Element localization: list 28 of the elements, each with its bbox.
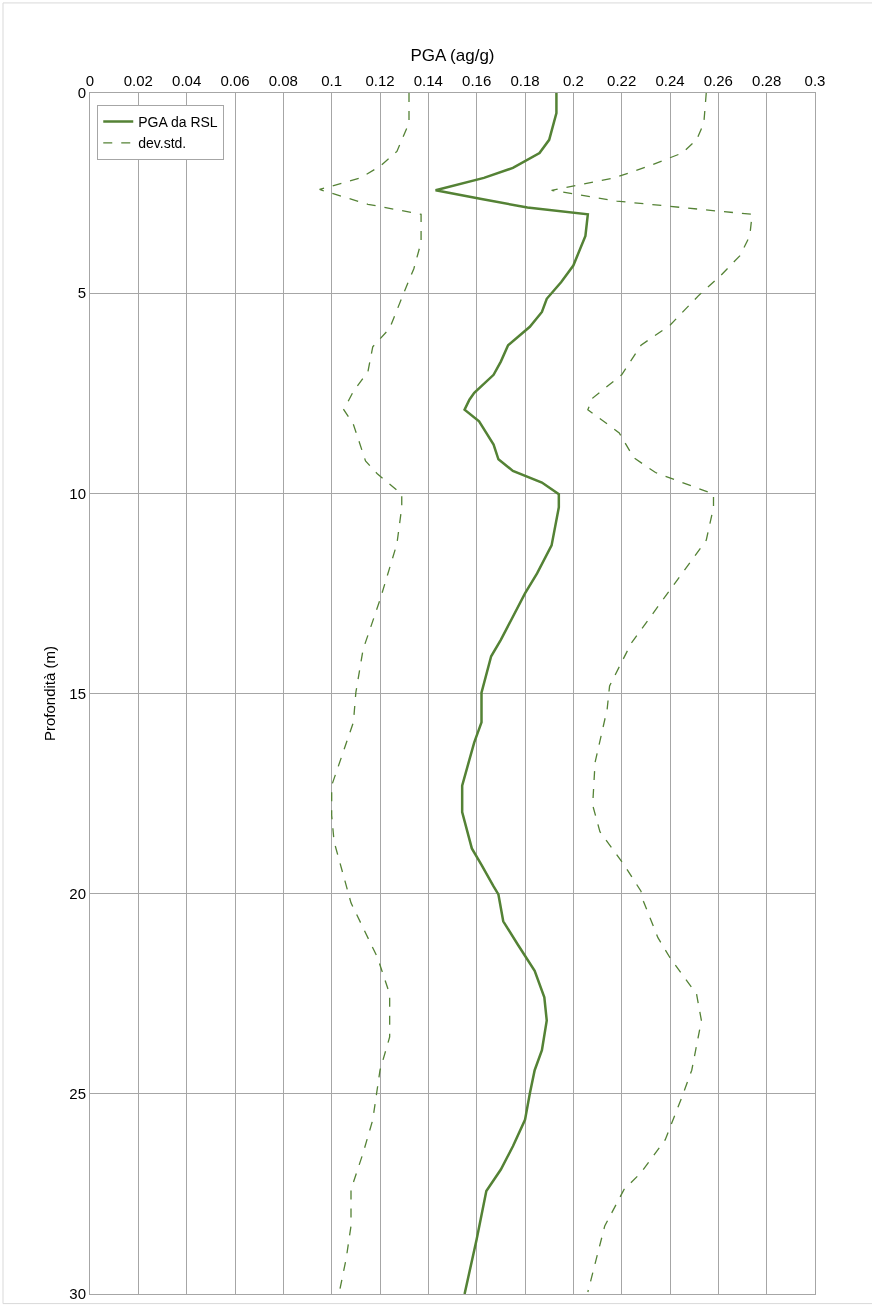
y-tick-label: 15 xyxy=(69,684,86,702)
y-tick-label: 5 xyxy=(77,284,86,302)
x-tick-label: 0.02 xyxy=(123,72,153,89)
x-tick-label: 0.28 xyxy=(752,72,782,89)
x-tick-label: 0.12 xyxy=(365,72,395,89)
y-tick-label: 10 xyxy=(69,484,86,502)
x-tick-label: 0.08 xyxy=(268,72,298,89)
x-tick-label: 0.14 xyxy=(413,72,443,89)
x-tick-label: 0.22 xyxy=(607,72,637,89)
x-tick-label: 0.18 xyxy=(510,72,540,89)
x-tick-label: 0.1 xyxy=(321,72,343,89)
x-tick-label: 0.26 xyxy=(703,72,733,89)
y-tick-label: 0 xyxy=(77,84,86,102)
x-tick-label: 0.04 xyxy=(172,72,202,89)
x-tick-label: 0.2 xyxy=(562,72,584,89)
line-series xyxy=(550,93,753,1293)
line-series xyxy=(434,93,590,1294)
y-tick-label: 25 xyxy=(69,1085,86,1103)
y-axis-title: Profondità (m) xyxy=(40,645,58,742)
x-tick-label: 0.06 xyxy=(220,72,250,89)
legend-label: PGA da RSL xyxy=(138,114,218,131)
y-tick-label: 20 xyxy=(69,884,86,902)
legend-label: dev.std. xyxy=(138,135,187,152)
x-axis-title: PGA (ag/g) xyxy=(410,45,495,65)
x-tick-label: 0.24 xyxy=(655,72,685,89)
x-tick-label: 0.16 xyxy=(462,72,492,89)
x-tick-label: 0.3 xyxy=(804,72,826,89)
y-tick-label: 30 xyxy=(69,1285,86,1303)
